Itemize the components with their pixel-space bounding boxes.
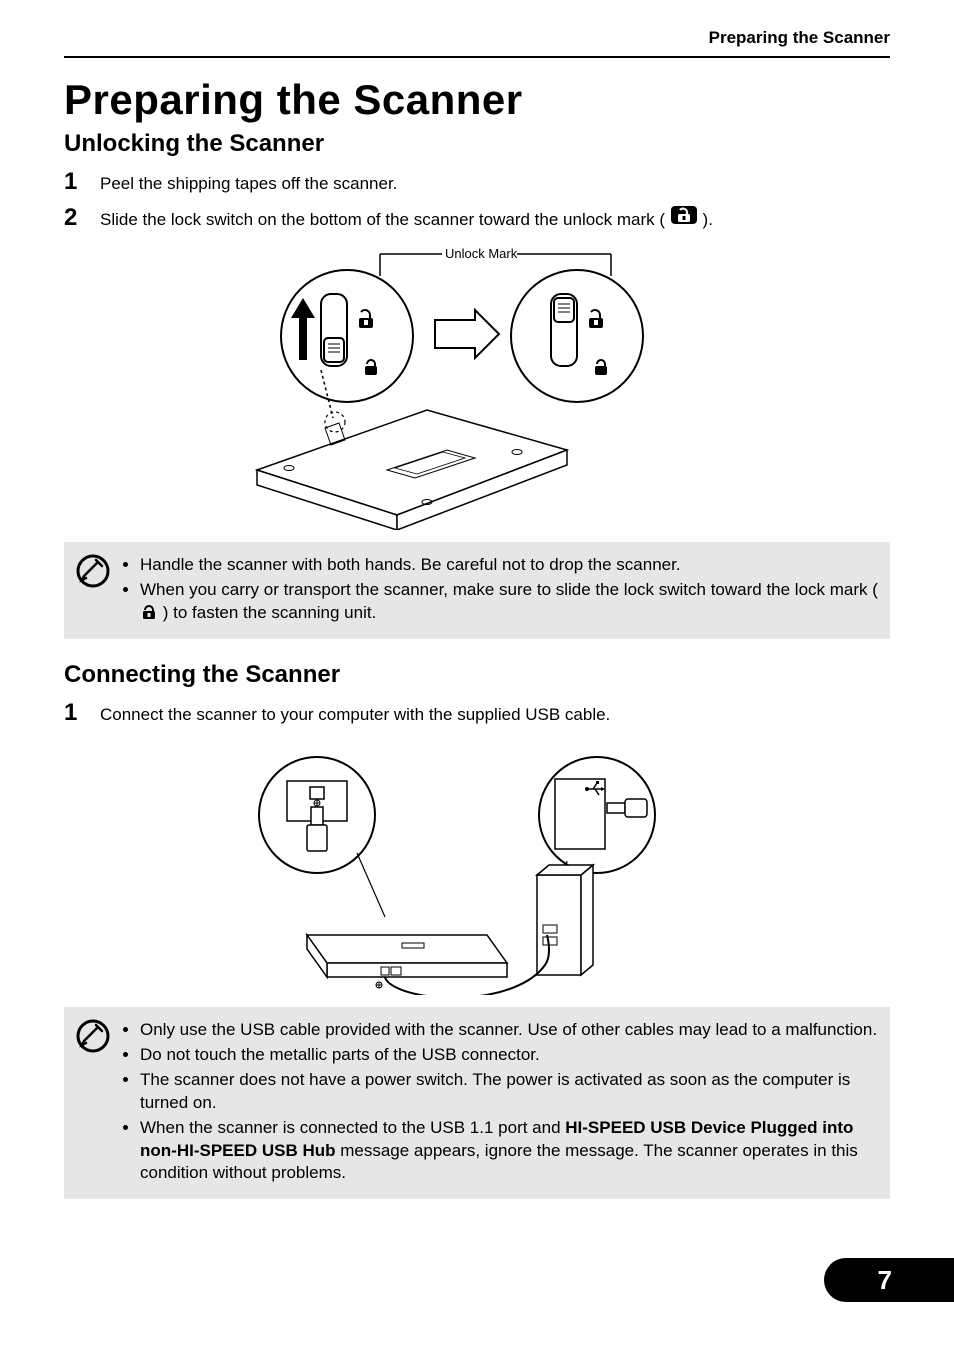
section-heading-unlocking: Unlocking the Scanner — [64, 130, 890, 158]
note-text-tail: ) to fasten the scanning unit. — [163, 603, 377, 622]
step-text: Peel the shipping tapes off the scanner. — [100, 172, 890, 196]
note-list: Only use the USB cable provided with the… — [126, 1019, 878, 1188]
note-box-connecting: Only use the USB cable provided with the… — [64, 1007, 890, 1200]
step-1: 1 Connect the scanner to your computer w… — [64, 699, 890, 727]
unlock-diagram: Unlock Mark — [217, 240, 737, 530]
section-heading-connecting: Connecting the Scanner — [64, 661, 890, 689]
step-text-pre: Slide the lock switch on the bottom of t… — [100, 210, 665, 229]
step-1: 1 Peel the shipping tapes off the scanne… — [64, 168, 890, 196]
unlock-icon — [670, 205, 698, 225]
step-2: 2 Slide the lock switch on the bottom of… — [64, 204, 890, 232]
note-icon — [76, 1019, 110, 1053]
step-number: 2 — [64, 204, 88, 232]
connecting-steps: 1 Connect the scanner to your computer w… — [64, 699, 890, 727]
note-item: The scanner does not have a power switch… — [140, 1069, 878, 1115]
lock-icon — [140, 603, 158, 621]
step-text: Connect the scanner to your computer wit… — [100, 703, 890, 727]
note-item: Handle the scanner with both hands. Be c… — [140, 554, 878, 577]
page-number: 7 — [878, 1265, 892, 1296]
page-number-tab: 7 — [824, 1258, 954, 1302]
unlocking-steps: 1 Peel the shipping tapes off the scanne… — [64, 168, 890, 232]
diagram-label: Unlock Mark — [445, 246, 518, 261]
note-text-pre: When you carry or transport the scanner,… — [140, 580, 878, 599]
step-number: 1 — [64, 699, 88, 727]
note-item: Do not touch the metallic parts of the U… — [140, 1044, 878, 1067]
step-text: Slide the lock switch on the bottom of t… — [100, 205, 890, 232]
note-list: Handle the scanner with both hands. Be c… — [126, 554, 878, 627]
note-text-pre: When the scanner is connected to the USB… — [140, 1118, 565, 1137]
page-content: Preparing the Scanner Preparing the Scan… — [0, 0, 954, 1199]
note-item: When the scanner is connected to the USB… — [140, 1117, 878, 1186]
connecting-diagram — [217, 735, 737, 995]
note-box-unlocking: Handle the scanner with both hands. Be c… — [64, 542, 890, 639]
note-item: Only use the USB cable provided with the… — [140, 1019, 878, 1042]
page-title: Preparing the Scanner — [64, 76, 890, 124]
running-header: Preparing the Scanner — [64, 28, 890, 58]
step-number: 1 — [64, 168, 88, 196]
note-icon — [76, 554, 110, 588]
step-text-tail: ). — [703, 210, 713, 229]
note-item: When you carry or transport the scanner,… — [140, 579, 878, 625]
